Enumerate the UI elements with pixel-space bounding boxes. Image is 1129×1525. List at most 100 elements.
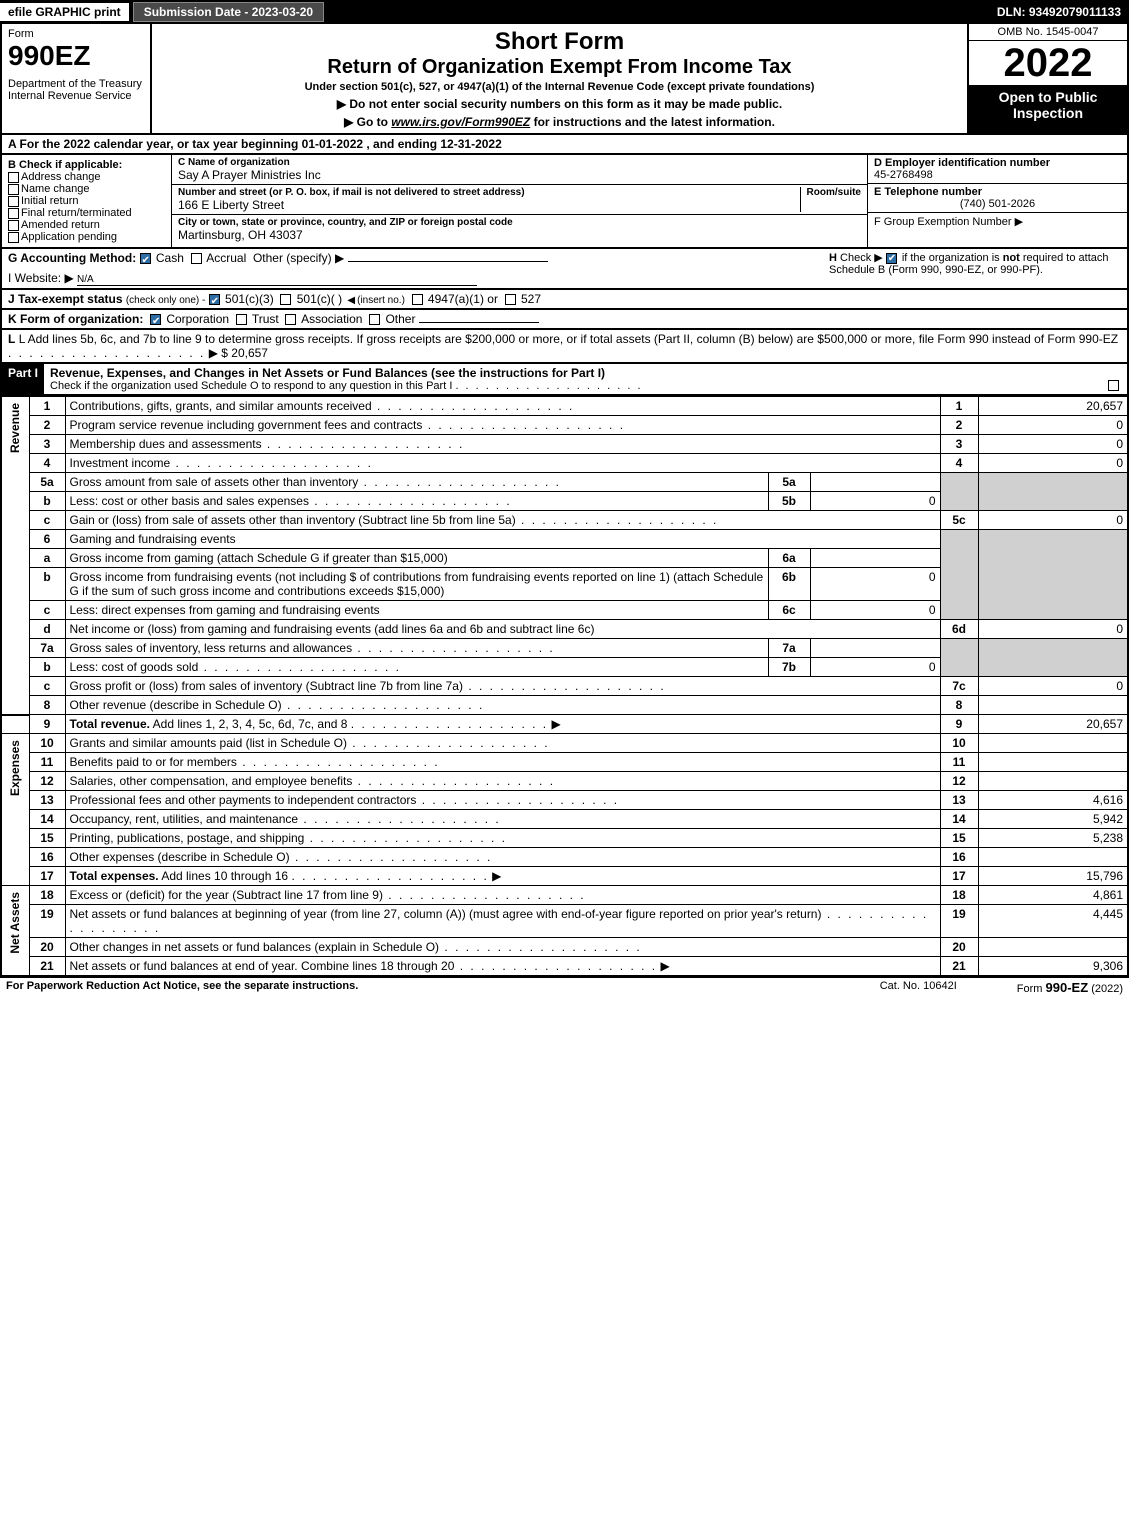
org-name: Say A Prayer Ministries Inc [178, 168, 861, 182]
ln7c-box: 7c [940, 677, 978, 696]
checkbox-corp[interactable] [150, 314, 161, 325]
part1-label: Part I [2, 364, 44, 394]
g-other-line[interactable] [348, 261, 548, 262]
ln14-amt: 5,942 [978, 810, 1128, 829]
ln13-box: 13 [940, 791, 978, 810]
ln6-num: 6 [29, 530, 65, 549]
irs-link[interactable]: www.irs.gov/Form990EZ [391, 115, 530, 129]
ln9-amt: 20,657 [978, 715, 1128, 734]
checkbox-h[interactable] [886, 253, 897, 264]
c-room-label: Room/suite [807, 187, 861, 198]
ln9-num: 9 [29, 715, 65, 734]
checkbox-501c[interactable] [280, 294, 291, 305]
ln9-box: 9 [940, 715, 978, 734]
ln6-desc: Gaming and fundraising events [70, 532, 236, 546]
part1-table: Revenue 1 Contributions, gifts, grants, … [0, 396, 1129, 977]
shade-5b [978, 473, 1128, 511]
j-4947: 4947(a)(1) or [428, 292, 498, 306]
section-gh: G Accounting Method: Cash Accrual Other … [0, 249, 1129, 290]
k-assoc: Association [301, 312, 362, 326]
k-other-line[interactable] [419, 322, 539, 323]
website-value: N/A [77, 274, 477, 286]
page-footer: For Paperwork Reduction Act Notice, see … [0, 977, 1129, 997]
checkbox-sched-o[interactable] [1108, 380, 1119, 391]
ln7a-num: 7a [29, 639, 65, 658]
ln15-desc: Printing, publications, postage, and shi… [70, 831, 305, 845]
checkbox-assoc[interactable] [285, 314, 296, 325]
return-title: Return of Organization Exempt From Incom… [160, 56, 959, 79]
b-name-change: Name change [21, 183, 90, 195]
line-1: Revenue 1 Contributions, gifts, grants, … [1, 397, 1128, 416]
line-21: 21 Net assets or fund balances at end of… [1, 957, 1128, 977]
line-a-tax-year: A For the 2022 calendar year, or tax yea… [0, 135, 1129, 155]
tax-year: 2022 [969, 41, 1127, 85]
ln8-box: 8 [940, 696, 978, 715]
g-accrual: Accrual [206, 251, 246, 265]
ln2-box: 2 [940, 416, 978, 435]
checkbox-trust[interactable] [236, 314, 247, 325]
efile-label: efile GRAPHIC print [0, 3, 129, 21]
part1-sched-o: Check if the organization used Schedule … [50, 380, 1121, 392]
b-amended: Amended return [21, 219, 100, 231]
ln13-num: 13 [29, 791, 65, 810]
ln6b-subamt: 0 [810, 568, 940, 601]
ln1-box: 1 [940, 397, 978, 416]
ln6d-box: 6d [940, 620, 978, 639]
ln4-box: 4 [940, 454, 978, 473]
cat-no: Cat. No. 10642I [880, 980, 957, 995]
section-b: B Check if applicable: Address change Na… [2, 155, 172, 247]
header-right: OMB No. 1545-0047 2022 Open to Public In… [967, 24, 1127, 133]
checkbox-initial-return[interactable] [8, 196, 19, 207]
header-left: Form 990EZ Department of the Treasury In… [2, 24, 152, 133]
checkbox-name-change[interactable] [8, 184, 19, 195]
ln6c-num: c [29, 601, 65, 620]
j-note: (check only one) - [126, 295, 205, 306]
ln14-num: 14 [29, 810, 65, 829]
section-def: D Employer identification number 45-2768… [867, 155, 1127, 247]
ln20-desc: Other changes in net assets or fund bala… [70, 940, 440, 954]
ln11-num: 11 [29, 753, 65, 772]
ln17-num: 17 [29, 867, 65, 886]
ln2-amt: 0 [978, 416, 1128, 435]
checkbox-501c3[interactable] [209, 294, 220, 305]
checkbox-other-org[interactable] [369, 314, 380, 325]
omb-number: OMB No. 1545-0047 [969, 24, 1127, 41]
ln5b-num: b [29, 492, 65, 511]
dln-label: DLN: 93492079011133 [997, 5, 1129, 19]
ln6b-num: b [29, 568, 65, 601]
ln5c-amt: 0 [978, 511, 1128, 530]
ln6b-sub: 6b [768, 568, 810, 601]
j-527: 527 [521, 292, 541, 306]
entity-block: B Check if applicable: Address change Na… [0, 155, 1129, 249]
ln12-num: 12 [29, 772, 65, 791]
ln18-desc: Excess or (deficit) for the year (Subtra… [70, 888, 383, 902]
checkbox-final-return[interactable] [8, 208, 19, 219]
ln6a-num: a [29, 549, 65, 568]
ln16-amt [978, 848, 1128, 867]
l-amount: ▶ $ 20,657 [209, 346, 268, 360]
ln17-desc: Total expenses. [70, 869, 159, 883]
form-ref: Form 990-EZ (2022) [1017, 980, 1123, 995]
ln4-desc: Investment income [70, 456, 171, 470]
ln7b-desc: Less: cost of goods sold [70, 660, 199, 674]
ln7b-num: b [29, 658, 65, 677]
ln14-box: 14 [940, 810, 978, 829]
j-insert: (insert no.) [357, 295, 405, 306]
paperwork-notice: For Paperwork Reduction Act Notice, see … [6, 980, 358, 995]
line-15: 15 Printing, publications, postage, and … [1, 829, 1128, 848]
checkbox-app-pending[interactable] [8, 232, 19, 243]
checkbox-527[interactable] [505, 294, 516, 305]
k-label: K Form of organization: [8, 312, 143, 326]
ln5a-sub: 5a [768, 473, 810, 492]
ln1-desc: Contributions, gifts, grants, and simila… [70, 399, 372, 413]
checkbox-4947[interactable] [412, 294, 423, 305]
ln5b-desc: Less: cost or other basis and sales expe… [70, 494, 309, 508]
ln16-desc: Other expenses (describe in Schedule O) [70, 850, 290, 864]
checkbox-amended[interactable] [8, 220, 19, 231]
ln17-amt: 15,796 [978, 867, 1128, 886]
c-street-label: Number and street (or P. O. box, if mail… [178, 187, 800, 198]
checkbox-address-change[interactable] [8, 172, 19, 183]
checkbox-cash[interactable] [140, 253, 151, 264]
ln18-box: 18 [940, 886, 978, 905]
checkbox-accrual[interactable] [191, 253, 202, 264]
